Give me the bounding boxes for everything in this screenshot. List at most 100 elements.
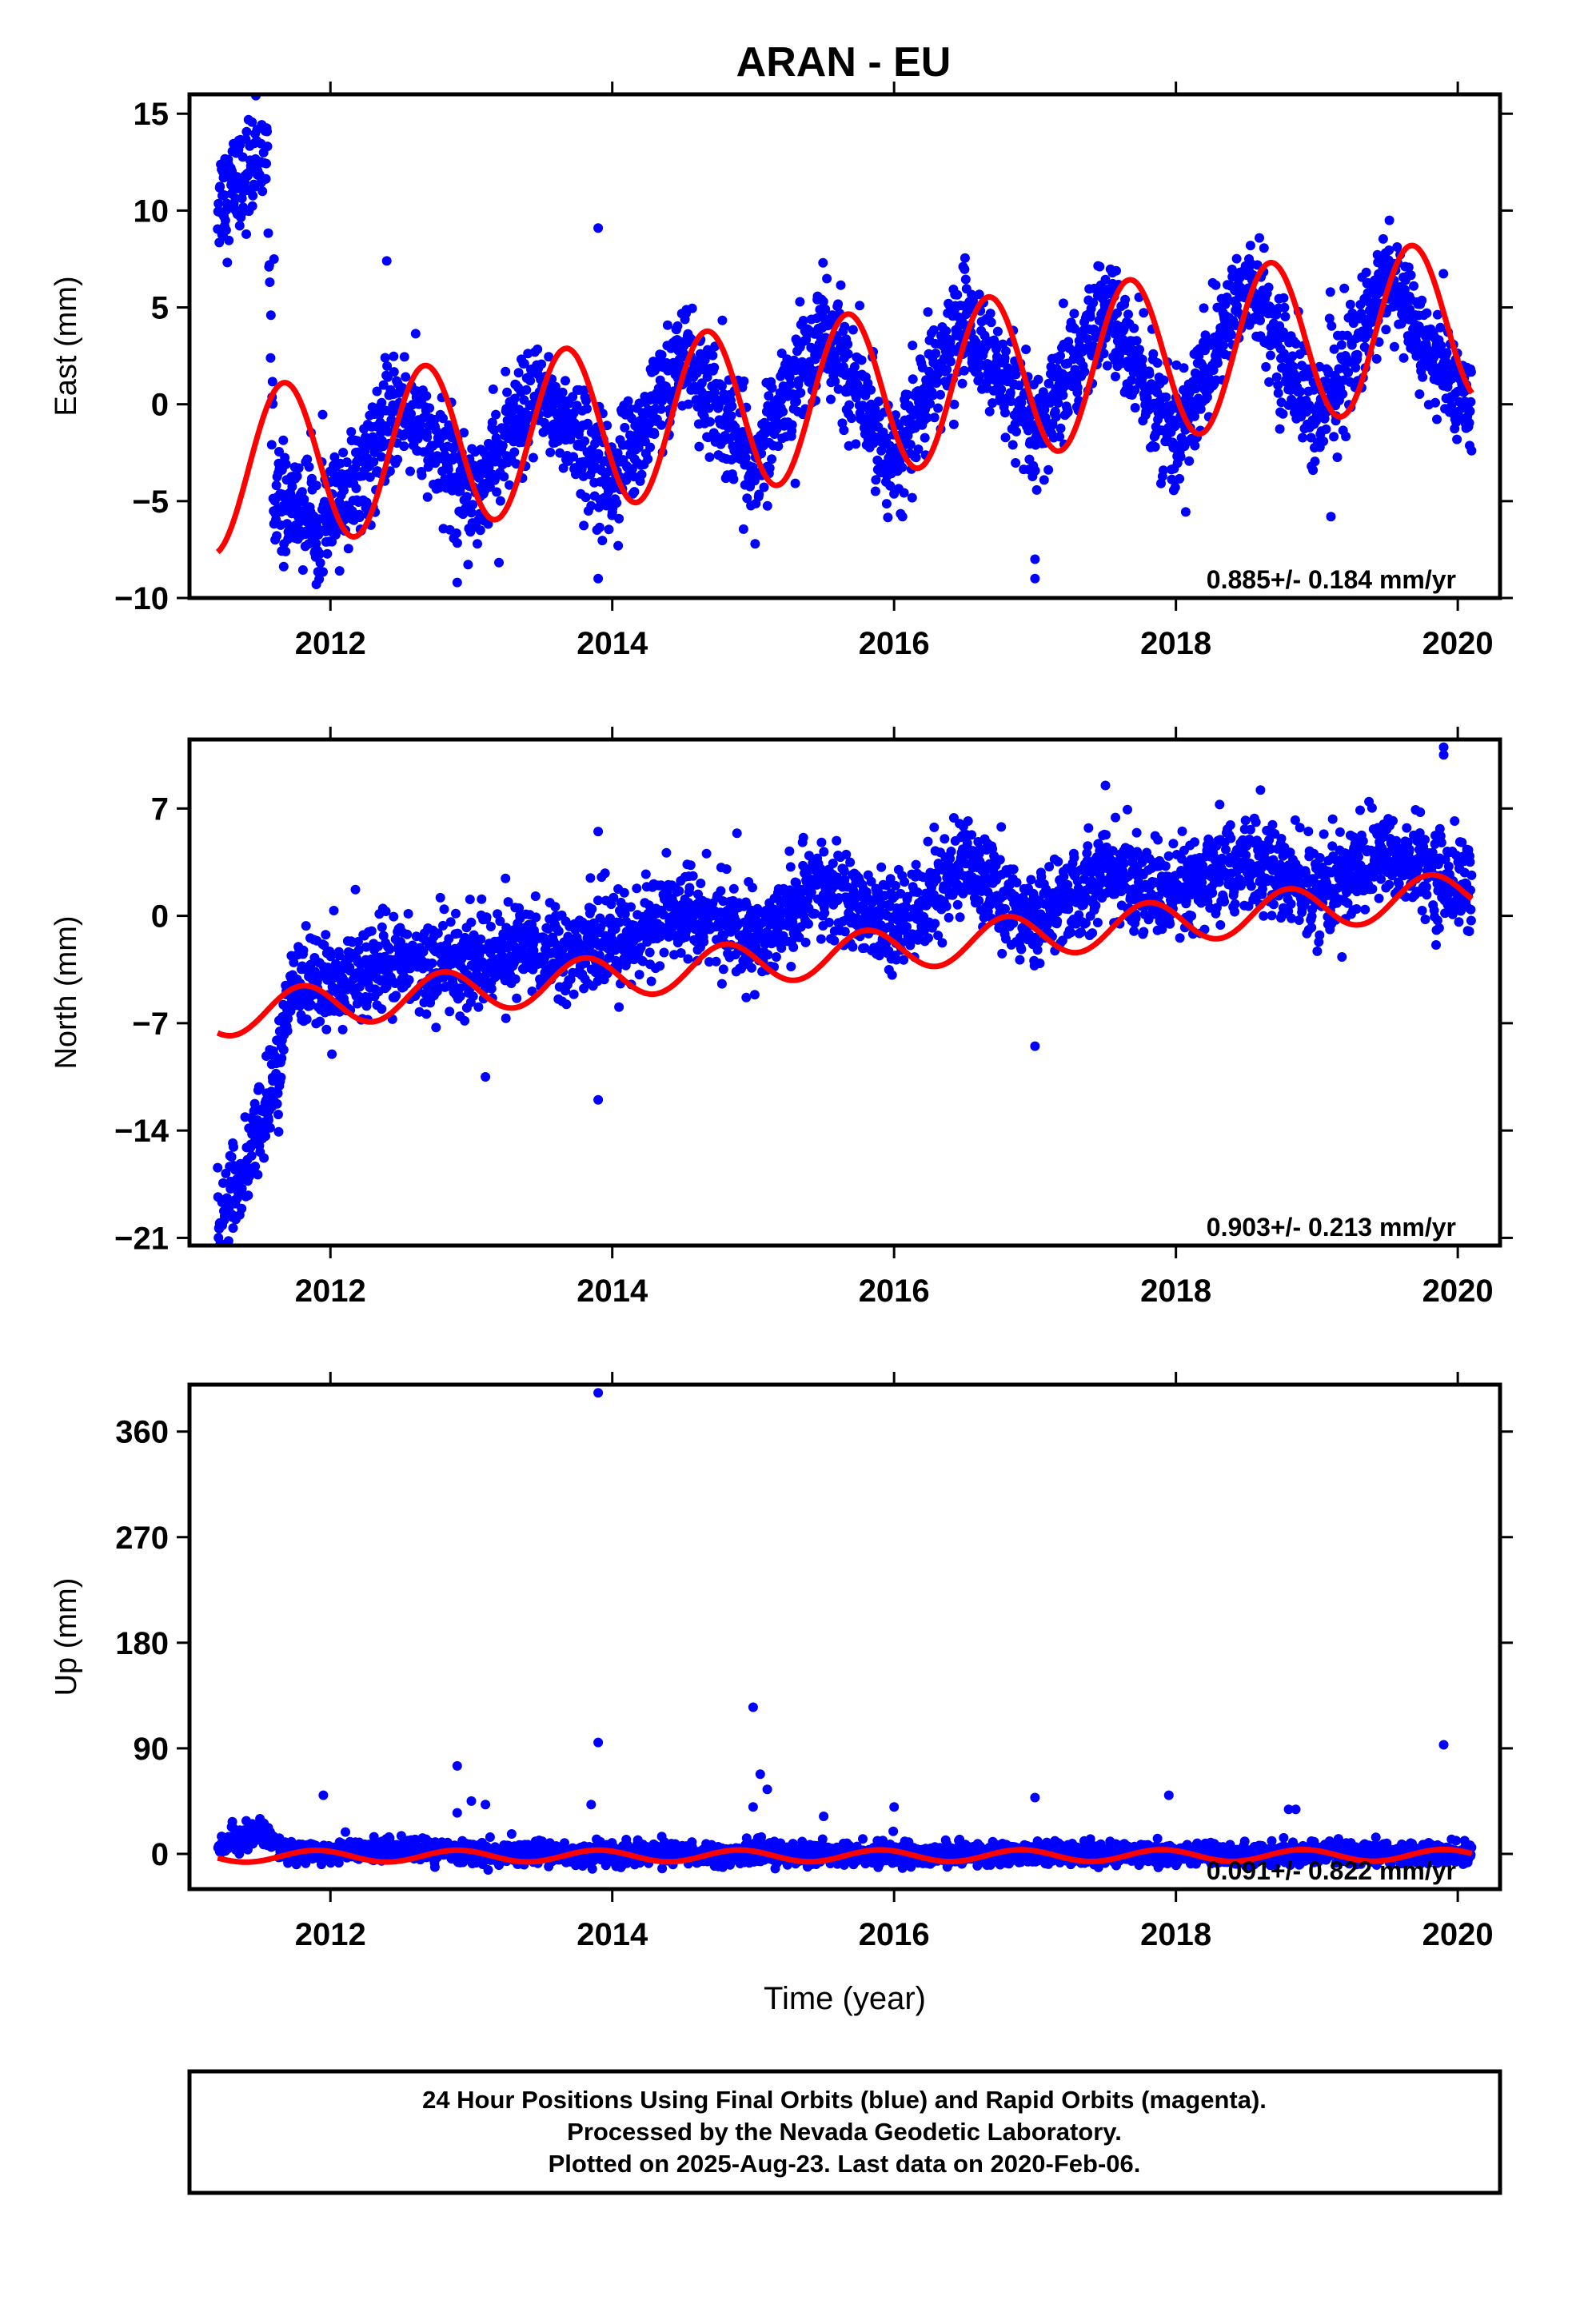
observation-point [381, 907, 391, 916]
observation-point [473, 1003, 483, 1012]
observation-point [221, 1254, 230, 1264]
observation-point [937, 938, 947, 947]
observation-point [1338, 389, 1347, 399]
observation-point [796, 388, 805, 397]
observation-point [600, 868, 610, 878]
observation-point [845, 858, 855, 867]
observation-point [1442, 348, 1452, 357]
observation-point [400, 352, 409, 361]
observation-point [822, 274, 832, 284]
observation-point [283, 1026, 293, 1036]
observation-point [318, 410, 328, 420]
observation-point [656, 421, 666, 430]
observation-point [704, 452, 714, 462]
observation-point [529, 453, 538, 463]
observation-point [1021, 345, 1031, 354]
y-tick-label: −10 [114, 581, 169, 616]
rate-label: 0.885+/- 0.184 mm/yr [1207, 565, 1456, 594]
observation-point [302, 1015, 312, 1024]
observation-point [866, 385, 876, 395]
observation-point [750, 990, 760, 999]
observation-point [338, 448, 348, 457]
observation-point [947, 847, 956, 856]
observation-point [839, 425, 848, 435]
observation-point [897, 463, 907, 472]
observation-point [840, 322, 849, 332]
observation-point [272, 531, 281, 540]
observation-point [1063, 407, 1073, 417]
observation-point [1073, 383, 1083, 393]
observation-point [818, 258, 828, 268]
observation-point [1322, 425, 1331, 434]
observation-point [1051, 413, 1061, 422]
observation-point [1151, 442, 1160, 452]
observation-point [338, 1025, 348, 1034]
observation-point [421, 391, 431, 401]
observation-point [765, 464, 775, 473]
observation-point [663, 321, 672, 330]
observation-point [1138, 355, 1147, 365]
observation-point [531, 912, 541, 922]
observation-point [767, 454, 776, 464]
outlier-point [1030, 574, 1039, 584]
observation-point [792, 397, 801, 406]
observation-point [1438, 269, 1448, 278]
observation-point [953, 900, 963, 910]
observation-point [462, 492, 472, 501]
observation-point [912, 452, 921, 462]
observation-point [996, 385, 1006, 394]
observation-point [569, 990, 579, 999]
observation-point [908, 341, 917, 350]
observation-point [719, 964, 728, 974]
observation-point [728, 475, 738, 484]
observation-point [595, 523, 604, 532]
observation-point [729, 884, 739, 894]
observation-point [932, 875, 942, 884]
observation-point [1129, 324, 1139, 333]
observation-point [431, 1022, 441, 1032]
observation-point [674, 887, 684, 896]
observation-point [750, 539, 760, 548]
observation-point [1001, 346, 1011, 356]
observation-point [924, 933, 933, 943]
observation-point [422, 433, 432, 442]
observation-point [1418, 373, 1427, 382]
observation-point [956, 912, 965, 922]
observation-point [942, 902, 952, 911]
observation-point [898, 512, 908, 521]
observation-point [329, 906, 339, 915]
observation-point [278, 436, 288, 445]
observation-point [266, 310, 276, 320]
observation-point [351, 885, 361, 895]
observation-point [1255, 233, 1264, 243]
observation-point [476, 525, 485, 535]
y-axis-label: East (mm) [50, 276, 83, 416]
observation-point [964, 816, 973, 826]
observation-point [352, 484, 361, 493]
observation-point [732, 828, 742, 838]
observation-point [655, 961, 664, 971]
observation-point [253, 1170, 262, 1179]
observation-point [891, 881, 900, 891]
observation-point [705, 417, 715, 427]
observation-point [924, 307, 933, 317]
observation-point [1034, 375, 1043, 385]
observation-point [836, 281, 846, 290]
observation-point [582, 404, 592, 413]
observation-point [656, 405, 666, 414]
observation-point [763, 950, 772, 959]
observation-point [399, 441, 409, 451]
outlier-point [269, 254, 279, 264]
observation-point [440, 904, 449, 914]
observation-point [597, 536, 607, 545]
observation-point [381, 353, 390, 363]
observation-point [1179, 363, 1189, 373]
observation-point [632, 883, 641, 893]
observation-point [888, 971, 897, 980]
observation-point [1246, 241, 1255, 250]
observation-point [452, 528, 461, 538]
observation-point [391, 991, 401, 1000]
observation-point [1055, 351, 1065, 361]
observation-point [1259, 243, 1269, 253]
